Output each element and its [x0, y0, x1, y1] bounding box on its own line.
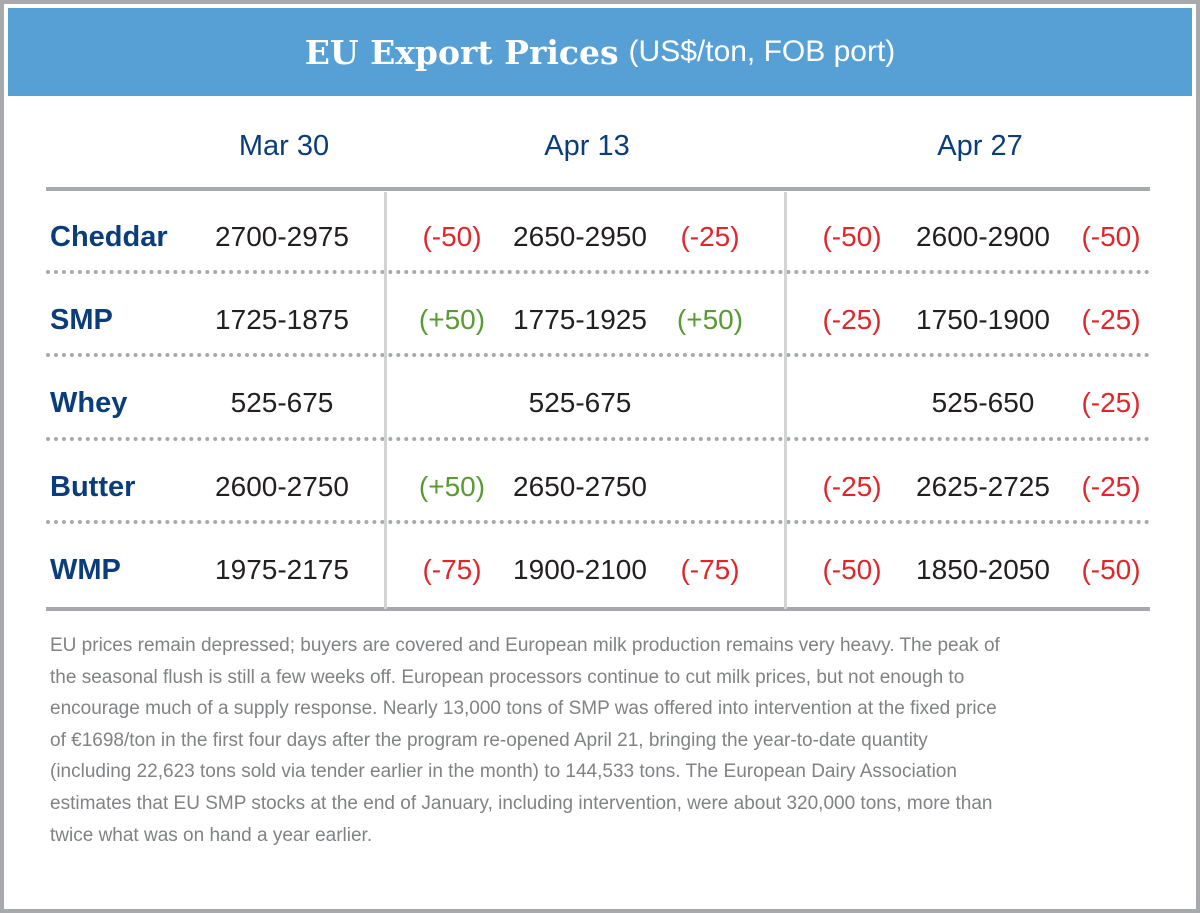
column-header-mar30: Mar 30 [238, 130, 330, 162]
price-range: 1900-2100 [513, 554, 647, 585]
column-header-apr13: Apr 13 [544, 130, 630, 162]
column-divider [784, 192, 787, 609]
price-range: 1775-1925 [513, 304, 647, 335]
price-change: (-50) [1081, 221, 1141, 252]
price-change: (-25) [822, 471, 882, 502]
table-subtitle: (US$/ton, FOB port) [628, 35, 896, 68]
table-row: WMP 1975-2175 (-75) 1900-2100 (-75) (-50) 1850… [0, 550, 1200, 590]
price-change: (-50) [422, 221, 482, 252]
column-divider [384, 192, 387, 609]
price-range: 1750-1900 [916, 304, 1050, 335]
table-row: SMP 1725-1875 (+50) 1775-1925 (+50) (-25) 1750… [0, 300, 1200, 340]
product-label: Butter [50, 471, 136, 503]
commentary-line: (including 22,623 tons sold via tender e… [50, 761, 957, 783]
price-range: 2700-2975 [215, 221, 349, 252]
product-label: SMP [50, 304, 113, 336]
price-change: (-25) [680, 221, 740, 252]
row-divider [46, 437, 1150, 441]
commentary-line: estimates that EU SMP stocks at the end … [50, 792, 993, 814]
price-change: (+50) [676, 304, 744, 335]
price-change: (-25) [822, 304, 882, 335]
price-change: (-50) [1081, 554, 1141, 585]
table-bottom-divider [46, 607, 1150, 611]
price-change: (-50) [822, 221, 882, 252]
price-change: (-50) [822, 554, 882, 585]
commentary-line: encourage much of a supply response. Nea… [50, 698, 997, 720]
price-change: (-25) [1081, 471, 1141, 502]
table-row: Butter 2600-2750 (+50) 2650-2750 (-25) 2625-2… [0, 467, 1200, 507]
price-range: 525-675 [528, 387, 632, 418]
table-row: Cheddar 2700-2975 (-50) 2650-2950 (-25) (-50)… [0, 217, 1200, 257]
price-change: (+50) [418, 471, 486, 502]
price-range: 2625-2725 [916, 471, 1050, 502]
price-change: (-75) [680, 554, 740, 585]
price-range: 2650-2950 [513, 221, 647, 252]
price-range: 525-675 [230, 387, 334, 418]
price-range: 1975-2175 [215, 554, 349, 585]
commentary-line: of €1698/ton in the first four days afte… [50, 729, 928, 751]
price-range: 2600-2900 [916, 221, 1050, 252]
row-divider [46, 520, 1150, 524]
price-range: 2600-2750 [215, 471, 349, 502]
row-divider [46, 353, 1150, 357]
commentary-line: twice what was on hand a year earlier. [50, 824, 373, 846]
commentary-line: EU prices remain depressed; buyers are c… [50, 635, 1000, 656]
product-label: Cheddar [50, 221, 168, 253]
table-title: EU Export Prices [304, 32, 619, 72]
price-change: (-25) [1081, 304, 1141, 335]
price-change: (-25) [1081, 387, 1141, 418]
price-range: 2650-2750 [513, 471, 647, 502]
column-header-apr27: Apr 27 [937, 130, 1023, 162]
price-range: 1725-1875 [215, 304, 349, 335]
product-label: Whey [50, 387, 128, 419]
header-divider [46, 187, 1150, 191]
product-label: WMP [50, 554, 121, 586]
price-change: (-75) [422, 554, 482, 585]
commentary: EU prices remain depressed; buyers are c… [50, 630, 1160, 851]
price-range: 1850-2050 [916, 554, 1050, 585]
price-change: (+50) [418, 304, 486, 335]
price-range: 525-650 [931, 387, 1035, 418]
table-row: Whey 525-675 525-675 525-650 (-25) [0, 383, 1200, 423]
row-divider [46, 270, 1150, 274]
commentary-line: the seasonal flush is still a few weeks … [50, 666, 965, 688]
table-header: EU Export Prices (US$/ton, FOB port) [8, 8, 1192, 96]
